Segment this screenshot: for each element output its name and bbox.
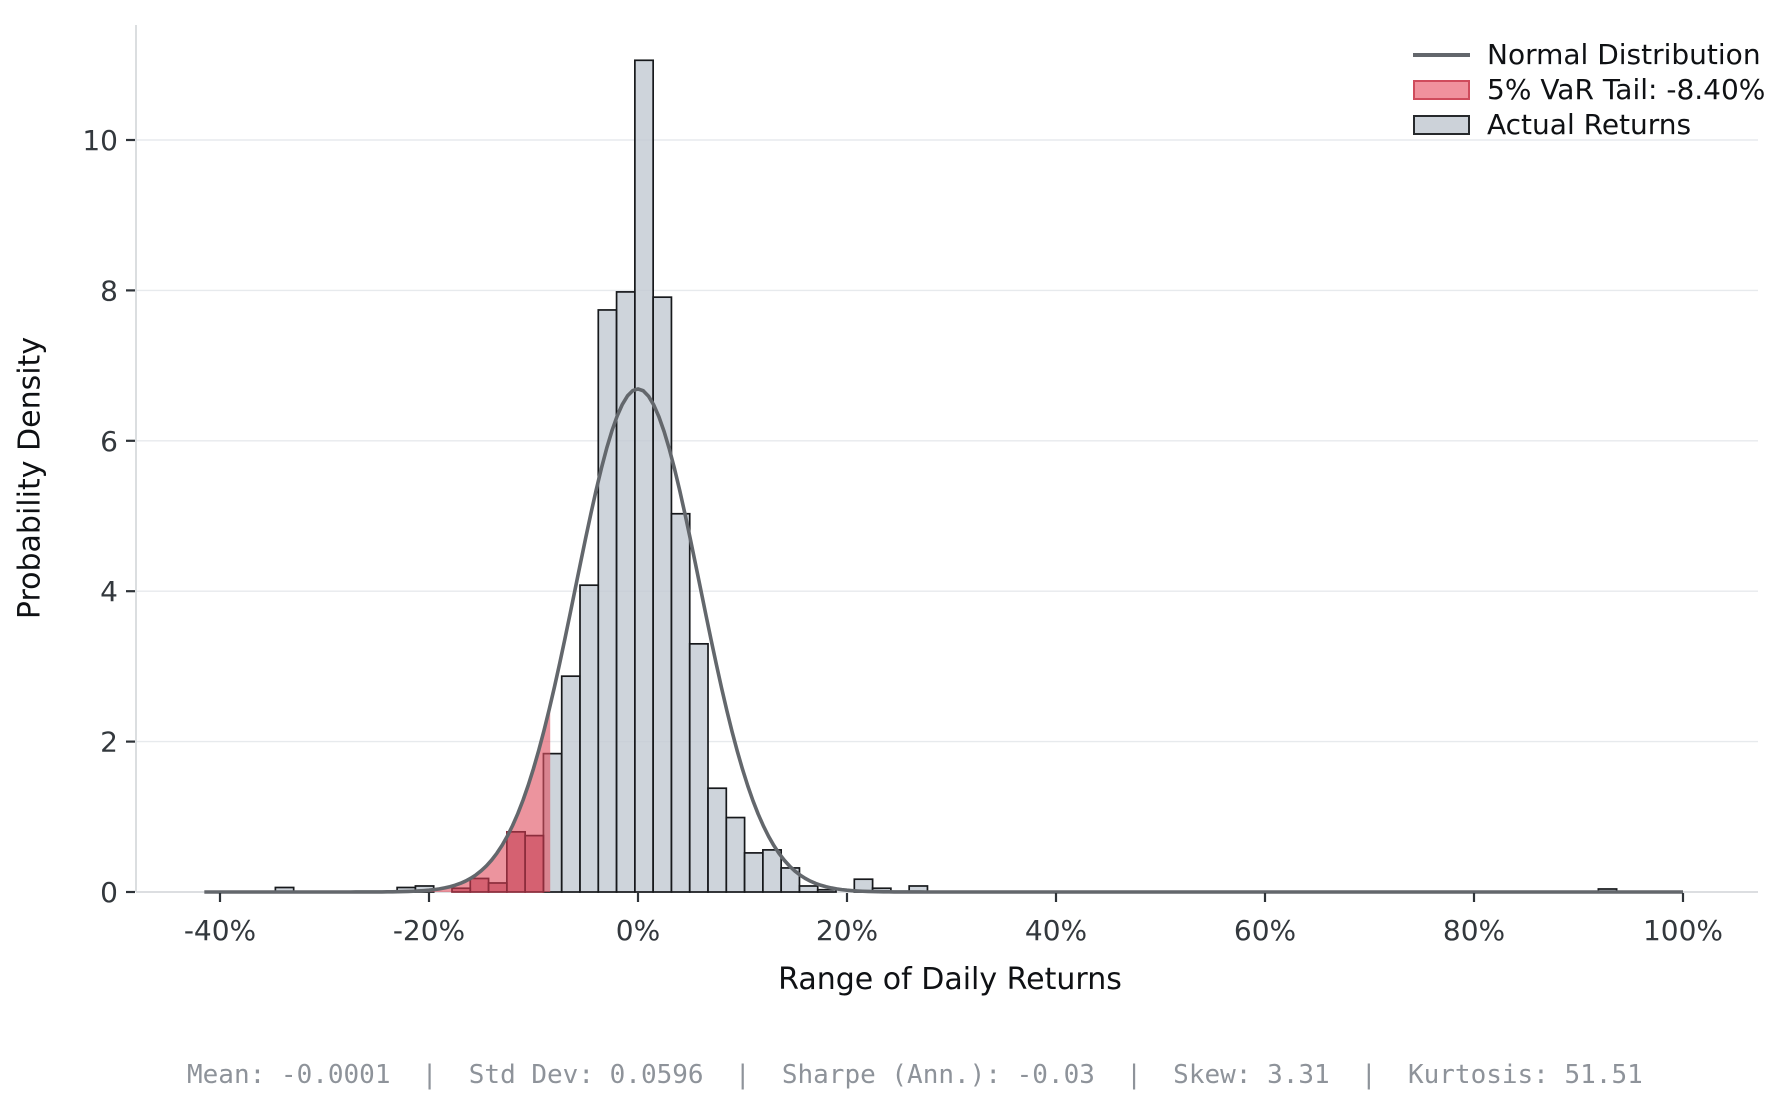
y-tick-label: 4: [100, 575, 118, 608]
legend-label: 5% VaR Tail: -8.40%: [1487, 73, 1766, 106]
y-tick-label: 6: [100, 425, 118, 458]
y-axis-title: Probability Density: [12, 336, 48, 620]
histogram-bar: [798, 885, 819, 893]
legend: Normal Distribution 5% VaR Tail: -8.40% …: [1413, 37, 1765, 142]
histogram-bar: [652, 296, 673, 893]
legend-label: Actual Returns: [1487, 108, 1692, 141]
histogram-bar: [560, 675, 581, 893]
x-tick-label: 20%: [816, 914, 878, 947]
histogram-bar: [597, 309, 618, 893]
var-tail-bar: [506, 830, 526, 893]
x-tick-label: 0%: [616, 914, 660, 947]
stats-line: Mean: -0.0001 | Std Dev: 0.0596 | Sharpe…: [187, 1060, 1643, 1090]
normal-curve: [204, 387, 1683, 894]
legend-item-normal-distribution: Normal Distribution: [1413, 37, 1765, 72]
x-axis-title: Range of Daily Returns: [778, 962, 1122, 997]
x-tick-label: 80%: [1443, 914, 1505, 947]
legend-item-var-tail: 5% VaR Tail: -8.40%: [1413, 72, 1765, 107]
y-tick-label: 2: [100, 726, 118, 759]
histogram-bar: [762, 849, 783, 893]
histogram-bar: [634, 59, 655, 893]
x-tick-label: 60%: [1234, 914, 1296, 947]
histogram-bar: [707, 787, 728, 893]
y-tick-label: 8: [100, 274, 118, 307]
x-tick-label: -20%: [393, 914, 465, 947]
y-tick-label: 10: [82, 124, 118, 157]
histogram-bar: [688, 642, 709, 893]
x-tick-label: 100%: [1643, 914, 1723, 947]
y-tick-label: 0: [100, 876, 118, 909]
histogram-bar: [670, 512, 691, 893]
histogram-bar: [615, 291, 636, 893]
x-tick-label: -40%: [184, 914, 256, 947]
legend-item-actual-returns: Actual Returns: [1413, 107, 1765, 142]
x-tick-label: 40%: [1025, 914, 1087, 947]
histogram-bar: [816, 888, 837, 893]
var-tail-bar: [469, 877, 490, 893]
var-tail-bar: [451, 887, 472, 893]
normal-curve-line-swatch-icon: [1413, 52, 1470, 57]
histogram-bar: [743, 852, 764, 893]
var-tail-swatch-icon: [1413, 79, 1470, 100]
actual-returns-swatch-icon: [1413, 114, 1470, 135]
var-tail-bar: [524, 834, 545, 893]
histogram-bar: [725, 816, 746, 893]
histogram-bar: [579, 584, 600, 893]
legend-label: Normal Distribution: [1487, 38, 1761, 71]
var-tail-bar: [487, 882, 508, 893]
